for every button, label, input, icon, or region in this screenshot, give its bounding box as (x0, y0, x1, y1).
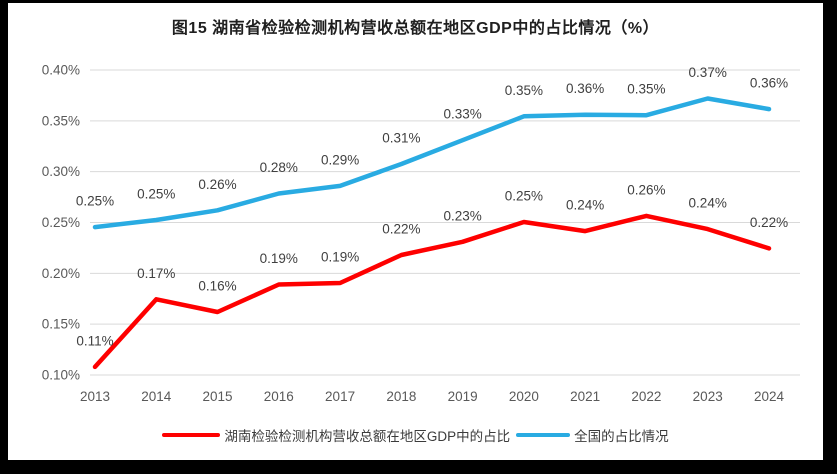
x-axis-tick-label: 2024 (754, 389, 785, 404)
y-axis-tick-label: 0.30% (42, 164, 80, 179)
legend-label-hunan: 湖南检验检测机构营收总额在地区GDP中的占比 (224, 429, 511, 444)
chart-canvas: 图15 湖南省检验检测机构营收总额在地区GDP中的占比情况（%） 0.10% 0.… (8, 3, 823, 460)
y-axis-tick-label: 0.15% (42, 317, 80, 332)
data-label: 0.16% (198, 278, 236, 293)
y-axis-tick-label: 0.40% (42, 63, 80, 78)
series-line-national (92, 96, 772, 230)
data-label: 0.23% (443, 208, 481, 223)
series-line-hunan (92, 213, 772, 370)
data-label: 0.19% (321, 249, 359, 264)
x-axis-tick-label: 2018 (386, 389, 416, 404)
legend-line-sample-hunan (162, 433, 221, 437)
data-label: 0.26% (198, 177, 236, 192)
data-label: 0.25% (137, 186, 175, 201)
data-label: 0.35% (505, 83, 543, 98)
y-axis-tick-label: 0.25% (42, 215, 80, 230)
data-label: 0.25% (76, 194, 114, 209)
legend-line-sample-national (516, 433, 571, 437)
x-axis-tick-label: 2023 (693, 389, 723, 404)
data-label: 0.29% (321, 152, 359, 167)
data-label: 0.37% (689, 65, 727, 80)
data-label: 0.36% (750, 76, 788, 91)
legend-label-national: 全国的占比情况 (574, 429, 669, 444)
x-axis-tick-label: 2017 (325, 389, 355, 404)
data-label: 0.22% (382, 222, 420, 237)
line-chart-plot: 0.10% 0.15% 0.20% 0.25% 0.30% 0.35% 0.40% 2013 2… (42, 63, 800, 404)
data-label: 0.24% (566, 198, 604, 213)
y-axis-tick-label: 0.20% (42, 266, 80, 281)
data-label: 0.25% (505, 188, 543, 203)
x-axis-tick-label: 2019 (448, 389, 478, 404)
y-axis-tick-label: 0.35% (42, 113, 80, 128)
chart-title: 图15 湖南省检验检测机构营收总额在地区GDP中的占比情况（%） (171, 20, 660, 37)
x-axis-tick-label: 2022 (631, 389, 661, 404)
data-label: 0.17% (137, 266, 175, 281)
x-axis-tick-label: 2020 (509, 389, 539, 404)
x-axis-tick-label: 2021 (570, 389, 600, 404)
data-label: 0.33% (443, 107, 481, 122)
x-axis-tick-label: 2014 (141, 389, 172, 404)
data-label: 0.19% (260, 251, 298, 266)
data-label: 0.28% (260, 160, 298, 175)
data-label: 0.26% (627, 182, 665, 197)
data-label: 0.22% (750, 215, 788, 230)
x-axis-tick-label: 2015 (203, 389, 233, 404)
x-axis-tick-label: 2016 (264, 389, 294, 404)
y-axis-tick-label: 0.10% (42, 368, 80, 383)
x-axis-tick-label: 2013 (80, 389, 110, 404)
data-label: 0.24% (689, 196, 727, 211)
data-label: 0.36% (566, 81, 604, 96)
data-label: 0.31% (382, 131, 420, 146)
data-label: 0.11% (76, 333, 113, 348)
chart-legend: 湖南检验检测机构营收总额在地区GDP中的占比 全国的占比情况 (8, 425, 823, 445)
data-label: 0.35% (627, 82, 665, 97)
